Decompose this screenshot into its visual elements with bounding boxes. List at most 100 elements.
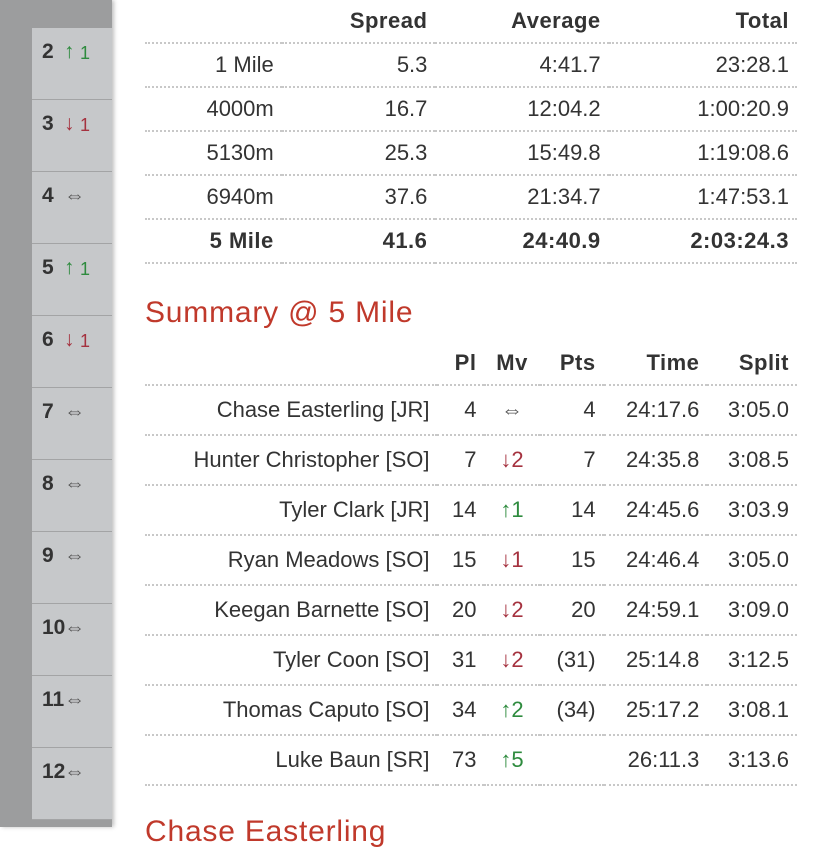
- place: 11: [42, 688, 65, 711]
- split-value: 1:00:20.9: [608, 87, 797, 132]
- column-header: Spread: [281, 0, 436, 44]
- place: 34: [437, 685, 485, 736]
- sidebar-row: 7 ⇔: [32, 388, 112, 460]
- split: 3:08.5: [707, 435, 797, 486]
- move-arrow: ⇔: [64, 472, 85, 495]
- split-value: 37.6: [281, 175, 436, 220]
- column-header: Split: [707, 342, 797, 386]
- move-arrow: ⇔: [64, 616, 85, 639]
- split-row: 5 Mile 41.6 24:40.9 2:03:24.3: [145, 219, 797, 264]
- move-arrow: ⇔: [501, 397, 524, 422]
- corner: [145, 0, 282, 44]
- runner-row: Hunter Christopher [SO] 7 ↓2 7 24:35.8 3:08.5: [145, 435, 797, 486]
- corner: [145, 342, 438, 386]
- split-label: 5130m: [145, 131, 282, 176]
- sidebar-row: 9 ⇔: [32, 532, 112, 604]
- move-change: 2: [511, 647, 524, 672]
- splits-table: Spread Average Total 1 Mile 5.3 4:41.7 23:28.1…: [145, 0, 797, 264]
- place: 15: [437, 535, 485, 586]
- split-value: 24:40.9: [435, 219, 609, 264]
- time: 26:11.3: [603, 735, 708, 786]
- splits-header: Spread Average Total: [145, 0, 797, 44]
- split-value: 1:47:53.1: [608, 175, 797, 220]
- place: 7: [42, 400, 54, 423]
- place: 3: [42, 112, 54, 135]
- split: 3:12.5: [707, 635, 797, 686]
- place: 14: [437, 485, 485, 536]
- points: (31): [539, 635, 604, 686]
- move-arrow: ↓: [64, 112, 75, 135]
- move-arrow: ↑: [64, 40, 75, 63]
- move-arrow: ⇔: [64, 544, 85, 567]
- place: 6: [42, 328, 54, 351]
- split-value: 5.3: [281, 43, 436, 88]
- split: 3:08.1: [707, 685, 797, 736]
- move: ↓2: [484, 585, 540, 636]
- split-row: 1 Mile 5.3 4:41.7 23:28.1: [145, 43, 797, 88]
- split-row: 4000m 16.7 12:04.2 1:00:20.9: [145, 87, 797, 132]
- points: 7: [539, 435, 604, 486]
- move-arrow: ⇔: [64, 688, 85, 711]
- place: 2: [42, 40, 54, 63]
- runner-row: Tyler Clark [JR] 14 ↑1 14 24:45.6 3:03.9: [145, 485, 797, 536]
- move-arrow: ↑: [64, 256, 75, 279]
- time: 24:35.8: [603, 435, 708, 486]
- move: ⇔: [484, 385, 540, 436]
- sidebar-row: 10 ⇔: [32, 604, 112, 676]
- sidebar: 2 ↑ 1 3 ↓ 1 4 ⇔ 5 ↑ 1 6 ↓ 1 7 ⇔ 8 ⇔ 9 ⇔ 10 ⇔ 11 ⇔ 12 ⇔: [0, 0, 112, 827]
- split-label: 1 Mile: [145, 43, 282, 88]
- runner-name: Chase Easterling [JR]: [145, 385, 438, 436]
- time: 24:17.6: [603, 385, 708, 436]
- summary-header: Pl Mv Pts Time Split: [145, 342, 797, 386]
- runner-row: Chase Easterling [JR] 4 ⇔ 4 24:17.6 3:05.0: [145, 385, 797, 436]
- split-value: 4:41.7: [435, 43, 609, 88]
- column-header: Time: [603, 342, 708, 386]
- move-change: 1: [80, 43, 91, 63]
- runner-row: Keegan Barnette [SO] 20 ↓2 20 24:59.1 3:09.0: [145, 585, 797, 636]
- sidebar-row: 2 ↑ 1: [32, 28, 112, 100]
- place: 4: [42, 184, 54, 207]
- move: ↓2: [484, 435, 540, 486]
- points: 4: [539, 385, 604, 436]
- column-header: Average: [435, 0, 609, 44]
- move-change: 1: [511, 547, 524, 572]
- runner-row: Thomas Caputo [SO] 34 ↑2 (34) 25:17.2 3:08.1: [145, 685, 797, 736]
- column-header: Total: [608, 0, 797, 44]
- split-value: 12:04.2: [435, 87, 609, 132]
- runner-name: Thomas Caputo [SO]: [145, 685, 438, 736]
- split: 3:05.0: [707, 385, 797, 436]
- runner-row: Tyler Coon [SO] 31 ↓2 (31) 25:14.8 3:12.5: [145, 635, 797, 686]
- move: ↑5: [484, 735, 540, 786]
- points: (34): [539, 685, 604, 736]
- split-row: 5130m 25.3 15:49.8 1:19:08.6: [145, 131, 797, 176]
- sidebar-row: 5 ↑ 1: [32, 244, 112, 316]
- move-change: 2: [511, 697, 524, 722]
- time: 24:59.1: [603, 585, 708, 636]
- move-change: 1: [511, 497, 524, 522]
- split: 3:03.9: [707, 485, 797, 536]
- split: 3:05.0: [707, 535, 797, 586]
- move-arrow: ⇔: [64, 400, 85, 423]
- runner-row: Ryan Meadows [SO] 15 ↓1 15 24:46.4 3:05.0: [145, 535, 797, 586]
- split: 3:09.0: [707, 585, 797, 636]
- place: 4: [437, 385, 485, 436]
- split-label: 4000m: [145, 87, 282, 132]
- place: 73: [437, 735, 485, 786]
- split-value: 23:28.1: [608, 43, 797, 88]
- points: 20: [539, 585, 604, 636]
- split-label: 6940m: [145, 175, 282, 220]
- move-arrow: ↓: [500, 647, 512, 672]
- move-arrow: ⇔: [64, 184, 85, 207]
- sidebar-rows: 2 ↑ 1 3 ↓ 1 4 ⇔ 5 ↑ 1 6 ↓ 1 7 ⇔ 8 ⇔ 9 ⇔ 10 ⇔ 11 ⇔ 12 ⇔: [32, 28, 112, 820]
- column-header: Mv: [484, 342, 540, 386]
- place: 9: [42, 544, 54, 567]
- move-arrow: ↓: [500, 447, 512, 472]
- place: 8: [42, 472, 54, 495]
- sidebar-row: 8 ⇔: [32, 460, 112, 532]
- split-value: 1:19:08.6: [608, 131, 797, 176]
- runner-name: Ryan Meadows [SO]: [145, 535, 438, 586]
- points: 15: [539, 535, 604, 586]
- move-change: 2: [511, 597, 524, 622]
- move-arrow: ↓: [64, 328, 75, 351]
- section-title: Summary @ 5 Mile: [145, 296, 414, 329]
